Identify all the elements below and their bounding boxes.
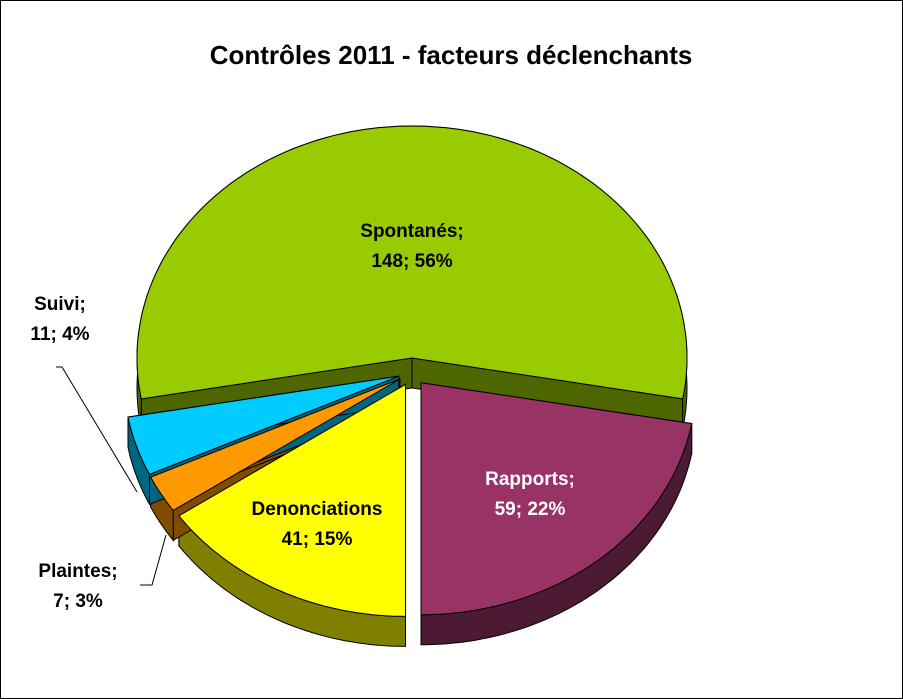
leader-line: [56, 366, 138, 493]
data-label-value: 41; 15%: [282, 529, 353, 550]
data-label-value: 148; 56%: [371, 251, 452, 272]
data-label-name: Suivi;: [34, 294, 86, 315]
data-label-value: 11; 4%: [30, 324, 89, 345]
chart-title: Contrôles 2011 - facteurs déclenchants: [210, 40, 693, 70]
slice: [178, 383, 406, 617]
data-label-name: Rapports;: [485, 469, 575, 490]
slice: [127, 375, 399, 476]
slice: [420, 382, 693, 616]
data-label-value: 7; 3%: [53, 591, 103, 612]
data-label-name: Plaintes;: [38, 561, 117, 582]
slice: [149, 378, 401, 512]
leader-line: [140, 534, 167, 586]
data-label-value: 59; 22%: [495, 499, 566, 520]
data-label-name: Spontanés;: [360, 221, 463, 242]
data-label-name: Denonciations: [252, 499, 383, 520]
slice: [136, 125, 688, 400]
